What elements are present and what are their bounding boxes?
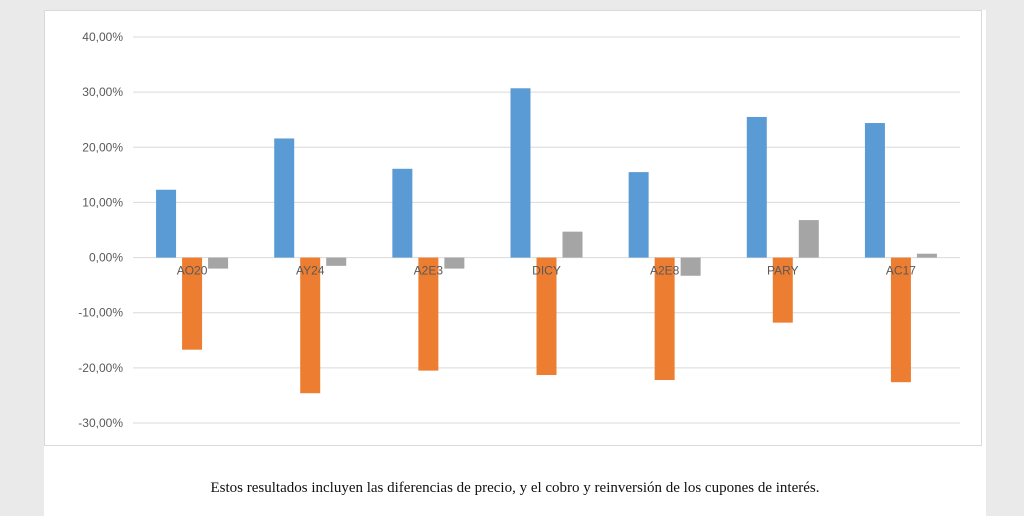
x-category-label: DICY — [532, 264, 561, 278]
bar — [156, 189, 177, 258]
bar — [182, 257, 203, 350]
bar — [654, 257, 675, 380]
bar — [300, 257, 321, 394]
bar — [418, 257, 439, 371]
bar — [444, 257, 465, 269]
y-tick-label: -20,00% — [78, 361, 123, 375]
bar — [746, 116, 767, 258]
bar — [628, 172, 649, 258]
y-tick-label: -10,00% — [78, 306, 123, 320]
bar — [510, 88, 531, 258]
bar — [562, 231, 583, 258]
bar — [798, 220, 819, 258]
figure-page: 40,00% 30,00% 20,00% 10,00% 0,00% -10,00% -20,… — [44, 10, 986, 516]
bar — [916, 253, 937, 258]
y-tick-label: 0,00% — [89, 251, 123, 265]
bar — [864, 123, 885, 258]
y-tick-label: 20,00% — [82, 140, 123, 154]
bar — [274, 138, 295, 258]
bar — [208, 257, 229, 269]
bar — [326, 257, 347, 266]
y-tick-label: 40,00% — [82, 30, 123, 44]
bar-chart: 40,00% 30,00% 20,00% 10,00% 0,00% -10,00% -20,… — [78, 30, 960, 430]
y-tick-label: 10,00% — [82, 195, 123, 209]
bar — [392, 168, 413, 258]
bar — [772, 257, 793, 323]
x-category-label: AC17 — [886, 264, 916, 278]
bar — [680, 257, 701, 276]
x-category-label: PARY — [767, 264, 799, 278]
x-category-label: A2E8 — [650, 264, 680, 278]
bar — [890, 257, 911, 383]
x-category-label: A2E3 — [414, 264, 444, 278]
chart-area: 40,00% 30,00% 20,00% 10,00% 0,00% -10,00% -20,… — [44, 10, 982, 446]
figure-caption: Estos resultados incluyen las diferencia… — [210, 480, 820, 496]
x-category-label: AY24 — [296, 264, 325, 278]
y-tick-label: 30,00% — [82, 85, 123, 99]
x-category-label: AO20 — [177, 264, 208, 278]
y-tick-label: -30,00% — [78, 416, 123, 430]
bar — [536, 257, 557, 376]
